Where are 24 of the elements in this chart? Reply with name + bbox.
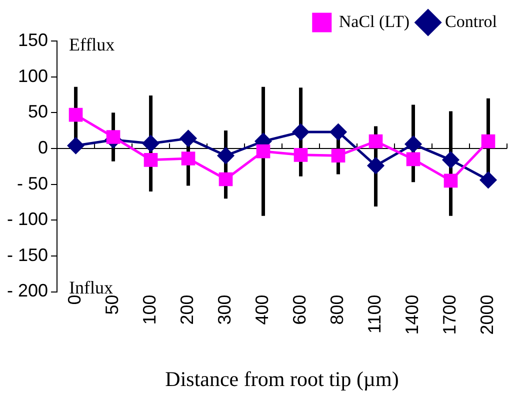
x-tick-label: 1100 <box>364 294 385 334</box>
x-tick-label: 1700 <box>440 294 460 335</box>
x-tick-label: 800 <box>327 294 348 325</box>
y-tick-label: - 50 <box>16 173 48 194</box>
x-tick-label: 600 <box>290 294 310 325</box>
y-tick-label: 50 <box>28 102 48 122</box>
y-tick-label: - 150 <box>6 244 48 265</box>
y-tick-label: 150 <box>18 30 48 50</box>
legend-label: NaCl (LT) <box>338 12 410 31</box>
x-tick-label: 200 <box>177 294 198 325</box>
x-tick-label: 50 <box>102 294 122 315</box>
legend-label: Control <box>445 12 498 31</box>
x-axis-title: Distance from root tip (µm) <box>165 366 399 391</box>
x-tick-label: 100 <box>140 294 160 325</box>
y-tick-label: - 100 <box>6 209 48 230</box>
x-tick-label: 0 <box>64 294 85 305</box>
y-tick-label: 0 <box>38 137 48 158</box>
y-tick-label: 100 <box>18 66 48 86</box>
x-tick-label: 400 <box>252 294 272 325</box>
x-tick-label: 300 <box>214 294 235 325</box>
annotation: Efflux <box>69 34 115 55</box>
x-tick-label: 1400 <box>402 294 422 335</box>
y-tick-label: - 200 <box>6 280 48 301</box>
x-tick-label: 2000 <box>477 294 498 335</box>
